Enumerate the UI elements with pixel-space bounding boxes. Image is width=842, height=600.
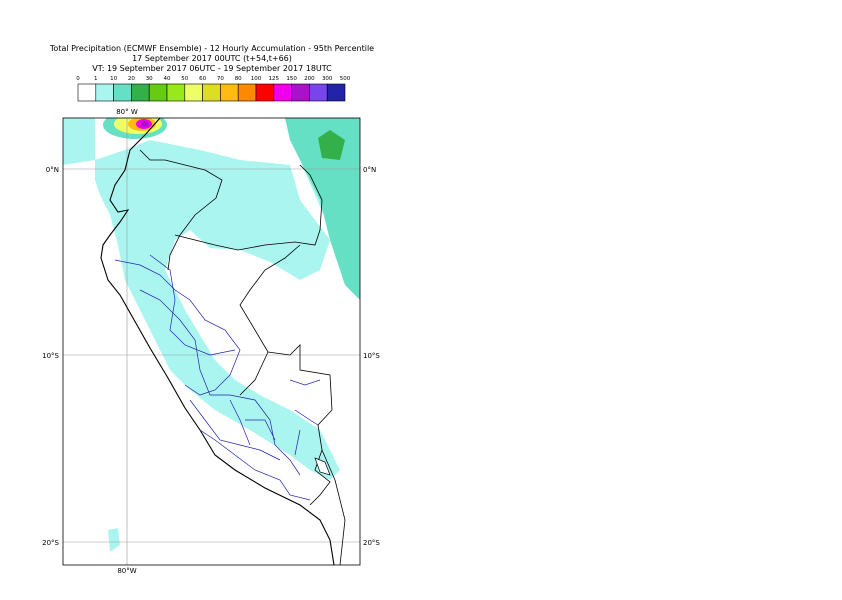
title: Total Precipitation (ECMWF Ensemble) - 1… xyxy=(49,44,374,53)
legend-level: 20 xyxy=(128,76,135,82)
lat-label: 0°N xyxy=(363,166,376,174)
coastline xyxy=(100,118,335,565)
legend-level: 500 xyxy=(340,76,351,82)
legend-level: 80 xyxy=(235,76,242,82)
map xyxy=(63,118,360,565)
admin-border xyxy=(114,254,321,501)
legend-swatch xyxy=(95,83,114,102)
legend-level: 60 xyxy=(199,76,206,82)
precip-spot xyxy=(141,121,149,127)
legend-swatch xyxy=(326,83,346,102)
lat-label: 20°S xyxy=(363,539,380,547)
legend-swatch xyxy=(220,83,239,102)
lake xyxy=(314,457,331,476)
legend-swatch xyxy=(273,83,292,102)
legend-level: 125 xyxy=(269,76,280,82)
legend-swatch xyxy=(309,83,328,102)
legend-swatch xyxy=(291,83,310,102)
legend-level: 300 xyxy=(322,76,333,82)
legend-swatch xyxy=(237,83,257,102)
legend-level: 70 xyxy=(217,76,224,82)
lat-label: 10°S xyxy=(363,352,380,360)
lat-label: 0°N xyxy=(46,166,59,174)
precip-light xyxy=(63,118,360,480)
legend-swatch xyxy=(113,83,132,102)
run-time: 17 September 2017 00UTC (t+54,t+66) xyxy=(132,54,292,63)
border xyxy=(139,149,346,565)
legend-swatch xyxy=(77,83,97,102)
legend-level: 30 xyxy=(146,76,153,82)
precip-light xyxy=(108,528,120,552)
legend-level: 10 xyxy=(110,76,117,82)
legend-level: 0 xyxy=(76,76,80,82)
valid-time: VT: 19 September 2017 06UTC - 19 Septemb… xyxy=(92,64,332,73)
legend: 0 1 10 20 30 40 50 60 70 80 100 125 150 200 300 500 xyxy=(76,76,351,102)
precip-moderate xyxy=(318,130,345,160)
legend-swatch xyxy=(131,83,150,102)
legend-level: 50 xyxy=(181,76,188,82)
map-frame xyxy=(62,117,361,566)
legend-swatch xyxy=(148,83,168,102)
lon-label: 80°W xyxy=(117,567,136,575)
lat-label: 20°S xyxy=(42,539,59,547)
legend-swatch xyxy=(255,83,275,102)
precip-moderate xyxy=(285,118,360,300)
legend-swatch xyxy=(166,83,186,102)
legend-swatch xyxy=(184,83,203,102)
lon-label: 80° W xyxy=(116,108,138,116)
legend-level: 40 xyxy=(164,76,171,82)
legend-level: 100 xyxy=(251,76,262,82)
legend-level: 200 xyxy=(304,76,315,82)
legend-level: 150 xyxy=(286,76,297,82)
lat-label: 10°S xyxy=(42,352,59,360)
legend-level: 1 xyxy=(94,76,98,82)
legend-swatch xyxy=(202,83,221,102)
